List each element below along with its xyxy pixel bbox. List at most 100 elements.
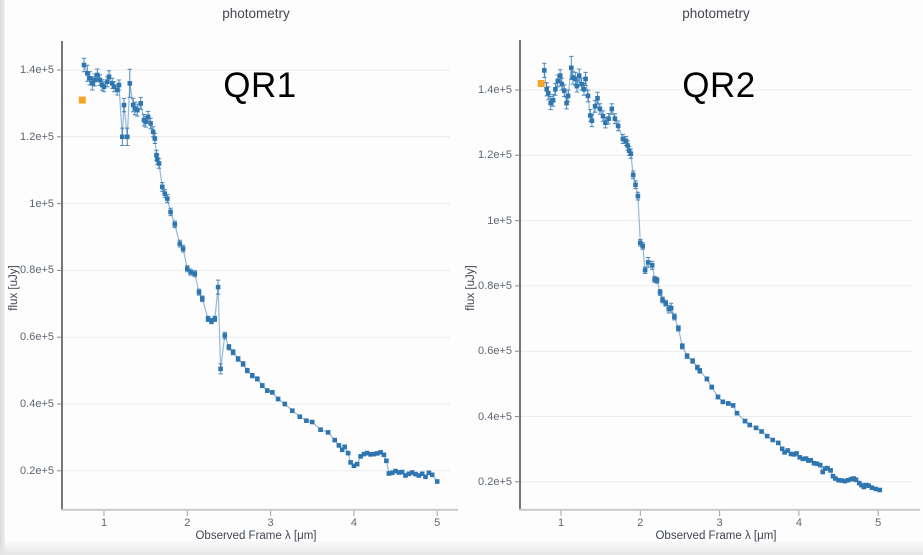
data-point <box>212 316 218 322</box>
data-point <box>381 452 387 458</box>
data-point <box>255 376 260 382</box>
data-point <box>672 314 677 320</box>
data-point <box>318 427 323 432</box>
data-point <box>839 478 844 483</box>
data-point <box>592 104 598 109</box>
data-point <box>120 134 125 140</box>
data-point <box>652 277 657 282</box>
data-point <box>127 81 133 86</box>
data-point <box>245 368 250 373</box>
data-point <box>633 182 638 187</box>
data-point <box>192 271 198 276</box>
data-point <box>240 361 246 367</box>
data-point <box>588 113 593 118</box>
data-point <box>155 157 160 162</box>
data-point <box>570 75 576 80</box>
data-point <box>576 73 582 78</box>
data-point <box>776 440 781 446</box>
data-point <box>645 260 651 265</box>
data-point <box>260 383 265 388</box>
data-point <box>364 450 370 456</box>
data-point <box>85 71 90 76</box>
data-point <box>704 376 710 382</box>
data-point <box>125 134 130 140</box>
data-point <box>542 68 547 73</box>
data-point <box>709 384 714 390</box>
data-point <box>800 456 806 462</box>
data-point <box>877 487 883 493</box>
data-point <box>649 263 655 268</box>
data-point <box>630 172 636 178</box>
data-point <box>386 471 392 476</box>
data-point <box>803 456 809 461</box>
data-point <box>811 460 817 466</box>
data-point <box>726 401 731 406</box>
data-point <box>399 469 405 475</box>
data-point <box>92 77 98 83</box>
data-point <box>612 116 618 121</box>
data-point <box>595 95 600 101</box>
data-point <box>615 123 621 129</box>
data-point <box>635 193 641 199</box>
data-point <box>845 477 851 483</box>
data-point <box>642 267 648 273</box>
data-point <box>573 76 578 82</box>
data-point <box>676 326 681 331</box>
data-point <box>145 114 151 120</box>
data-point <box>172 222 178 227</box>
data-point <box>378 450 383 455</box>
data-point <box>561 88 567 93</box>
data-point <box>374 451 380 456</box>
data-point <box>282 401 288 407</box>
data-point <box>690 358 695 364</box>
data-point <box>135 107 140 113</box>
data-point <box>168 209 173 215</box>
data-point <box>782 450 787 455</box>
data-point <box>413 471 418 477</box>
data-point <box>235 356 241 362</box>
data-point <box>869 485 875 490</box>
data-point <box>368 452 373 457</box>
data-point <box>354 461 360 467</box>
data-point <box>794 451 799 456</box>
data-point <box>429 472 435 478</box>
data-point <box>336 443 342 448</box>
data-point <box>734 410 740 416</box>
data-point <box>309 419 315 425</box>
data-point <box>589 118 595 123</box>
data-point <box>654 278 660 283</box>
data-point <box>371 451 377 457</box>
data-point <box>275 396 281 402</box>
data-point <box>806 458 811 463</box>
data-point <box>265 388 270 393</box>
data-point <box>753 425 759 431</box>
data-point <box>565 93 571 99</box>
data-point <box>720 399 726 405</box>
data-point <box>250 373 255 378</box>
data-point <box>747 422 752 428</box>
data-point <box>434 479 440 484</box>
data-point <box>180 246 186 251</box>
data-point <box>684 353 690 359</box>
data-point <box>396 470 402 475</box>
data-point <box>779 446 785 452</box>
data-point <box>106 74 112 79</box>
data-point <box>585 93 591 99</box>
data-point <box>873 486 879 492</box>
data-point <box>409 470 415 475</box>
data-point <box>579 81 584 87</box>
data-point <box>814 461 820 467</box>
data-point <box>138 101 143 106</box>
data-point <box>597 106 603 112</box>
data-point <box>625 143 630 148</box>
data-point <box>351 463 357 469</box>
data-point <box>348 460 353 465</box>
data-point <box>548 100 553 106</box>
data-point <box>864 482 869 488</box>
data-point <box>205 316 211 322</box>
data-point <box>866 483 871 488</box>
data-point <box>600 113 606 119</box>
data-point <box>111 84 117 89</box>
data-point <box>290 408 295 413</box>
